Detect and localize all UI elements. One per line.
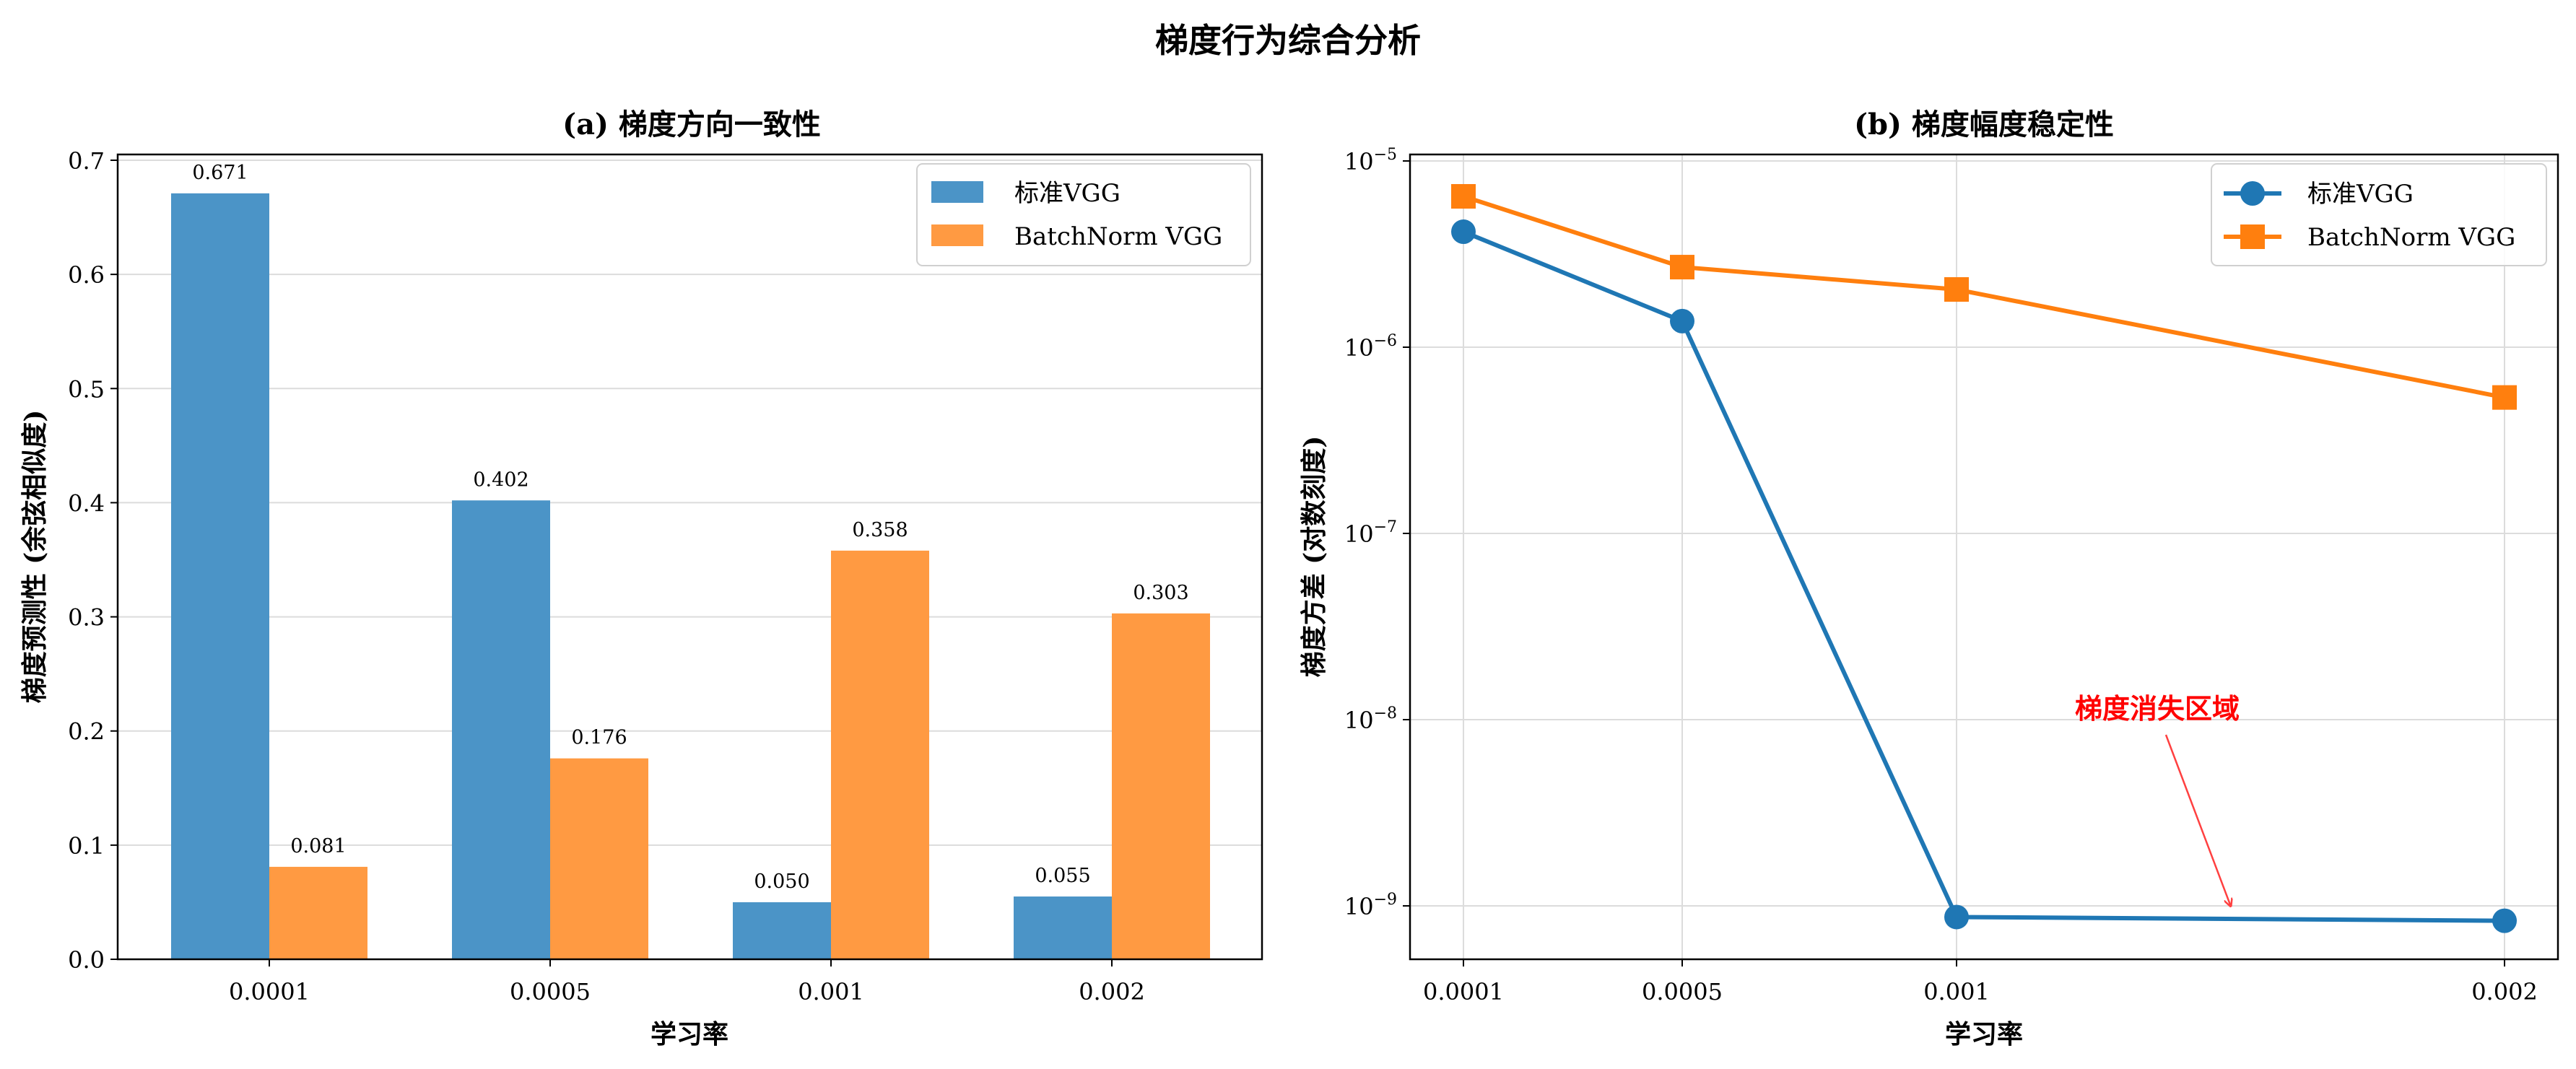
bar-batchnorm-0.001 [831, 550, 929, 959]
panel-a-ytick-label: 0.0 [68, 946, 105, 974]
legend-label-standard-b: 标准VGG [2307, 180, 2414, 209]
panel-a-ytick-label: 0.6 [68, 261, 105, 289]
panel-a-ytick-label: 0.5 [68, 375, 105, 403]
panel-a-bar-chart: (a) 梯度方向一致性 0.671 0.402 0.050 0.055 0.081 0.1… [19, 108, 1263, 1050]
legend-swatch-standard [931, 181, 983, 203]
panel-a-frame [116, 153, 1263, 961]
legend-label-batchnorm: BatchNorm VGG [1014, 222, 1222, 251]
panel-a-xtick-label: 0.002 [1079, 978, 1145, 1005]
point-standard-0.0001 [1451, 219, 1476, 245]
point-standard-0.002 [2492, 908, 2517, 933]
bar-value-label: 0.050 [754, 871, 809, 893]
panel-b-xtick-label: 0.0005 [1642, 978, 1723, 1005]
panel-b-ytick-label: 10−8 [1344, 704, 1397, 734]
annotation-text: 梯度消失区域 [2075, 692, 2240, 725]
bar-batchnorm-0.002 [1112, 613, 1210, 959]
bar-batchnorm-0.0001 [269, 866, 367, 959]
bar-value-label: 0.055 [1035, 865, 1090, 887]
panel-b-xtick-label: 0.0001 [1423, 978, 1504, 1005]
point-standard-0.001 [1944, 904, 1969, 930]
figure-title: 梯度行为综合分析 [1155, 21, 1421, 60]
panel-a-title: (a) 梯度方向一致性 [562, 108, 821, 141]
panel-b-frame [1409, 153, 2559, 961]
legend-label-batchnorm-b: BatchNorm VGG [2307, 223, 2515, 252]
point-batchnorm-0.0001 [1451, 184, 1476, 209]
panel-a-ytick-label: 0.2 [68, 718, 105, 746]
annotation-arrow [2164, 734, 2231, 906]
point-standard-0.0005 [1670, 308, 1694, 333]
bar-batchnorm-0.0005 [550, 758, 648, 959]
series-line-batchnorm [1463, 194, 2505, 400]
legend-swatch-batchnorm [931, 224, 983, 246]
bar-value-label: 0.358 [852, 519, 908, 541]
bar-standard-0.0005 [452, 500, 550, 959]
panel-b-ytick-label: 10−9 [1344, 891, 1397, 920]
panel-b-xlabel: 学习率 [1945, 1019, 2023, 1050]
panel-a-ytick-label: 0.3 [68, 604, 105, 632]
panel-a-ylabel: 梯度预测性 (余弦相似度) [19, 410, 50, 704]
series-line-standard [1462, 230, 2505, 923]
panel-a-ytick-label: 0.1 [68, 832, 105, 860]
panel-b-ylabel: 梯度方差 (对数刻度) [1299, 436, 1329, 678]
bar-value-label: 0.303 [1133, 582, 1188, 604]
legend-marker-standard [2240, 181, 2265, 206]
bar-standard-0.0001 [171, 193, 269, 959]
legend-marker-batchnorm [2240, 224, 2265, 249]
panel-a-legend: 标准VGG BatchNorm VGG [916, 163, 1251, 266]
point-batchnorm-0.001 [1944, 277, 1969, 302]
panel-a-ytick-label: 0.4 [68, 489, 105, 517]
panel-b-ytick-label: 10−7 [1344, 518, 1397, 548]
panel-a-ytick-label: 0.7 [68, 147, 105, 175]
point-batchnorm-0.002 [2492, 385, 2517, 410]
bar-value-label: 0.081 [290, 835, 346, 858]
panel-b-ytick-label: 10−5 [1344, 146, 1397, 175]
bar-value-label: 0.402 [473, 468, 528, 491]
bar-value-label: 0.671 [192, 162, 248, 184]
bar-standard-0.002 [1014, 896, 1112, 959]
bar-value-label: 0.176 [571, 727, 627, 749]
annotation-vanishing-region: 梯度消失区域 [2075, 692, 2240, 906]
panel-a-xtick-label: 0.001 [798, 978, 864, 1005]
panel-b-ytick-label: 10−6 [1344, 332, 1397, 362]
panel-b-line-chart: (b) 梯度幅度稳定性 10−5 10−6 10−7 10−8 10−9 0.0001 0… [1299, 108, 2559, 1050]
panel-a-xlabel: 学习率 [650, 1019, 728, 1050]
panel-b-legend: 标准VGG BatchNorm VGG [2211, 163, 2547, 266]
point-batchnorm-0.0005 [1670, 255, 1694, 280]
panel-b-title: (b) 梯度幅度稳定性 [1854, 108, 2114, 141]
legend-label-standard: 标准VGG [1014, 179, 1121, 208]
bar-standard-0.001 [733, 902, 831, 959]
panel-a-xtick-label: 0.0005 [510, 978, 591, 1005]
panel-b-xtick-label: 0.001 [1923, 978, 1990, 1005]
panel-a-xtick-label: 0.0001 [229, 978, 310, 1005]
panel-b-xtick-label: 0.002 [2471, 978, 2538, 1005]
